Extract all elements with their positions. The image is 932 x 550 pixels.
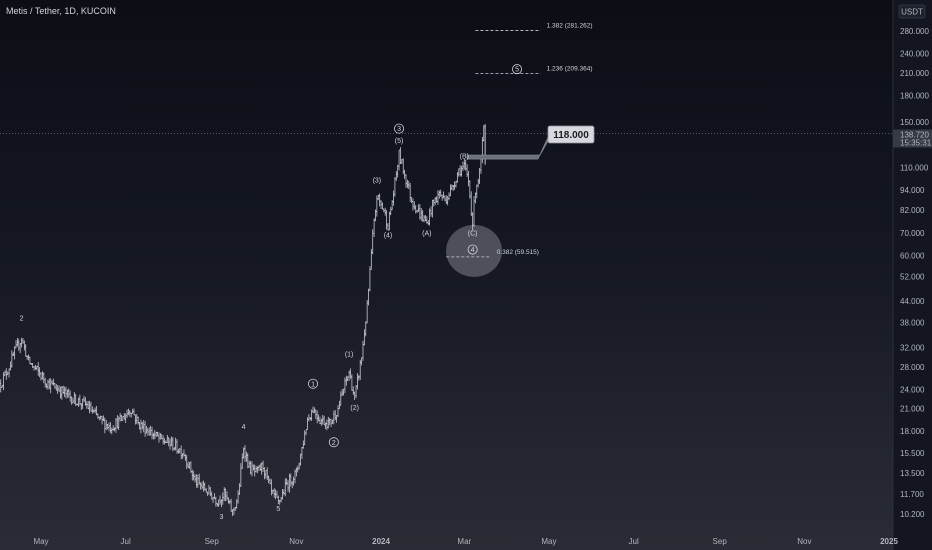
y-tick-label: 15.500: [900, 449, 925, 458]
target-zone-ellipse: [446, 224, 503, 277]
y-tick-label: 13.500: [900, 469, 925, 478]
y-tick-label: 280.000: [900, 27, 929, 36]
callout-box: [547, 125, 595, 144]
price-axis-panel: [893, 0, 932, 550]
x-tick-label: May: [541, 537, 556, 546]
wave-label-circle: [308, 378, 319, 389]
wave-label-circle: [394, 123, 405, 134]
y-tick-label: 52.000: [900, 273, 925, 282]
wave-label: (2): [350, 405, 359, 412]
wave-label: 4: [242, 424, 246, 431]
x-tick-label: Mar: [457, 537, 471, 546]
x-tick-label: Jul: [629, 537, 639, 546]
y-tick-label: 180.000: [900, 92, 929, 101]
y-tick-label: 70.000: [900, 229, 925, 238]
y-tick-label: 24.000: [900, 385, 925, 394]
wave-label: 1: [311, 381, 315, 388]
wave-label: (A): [422, 230, 431, 237]
x-tick-label: 2024: [372, 537, 390, 546]
y-tick-label: 240.000: [900, 50, 929, 59]
wave-label: 3: [397, 126, 401, 133]
x-tick-label: May: [33, 537, 48, 546]
fib-level-label: 0.382 (59.515): [497, 249, 539, 256]
current-price-box: [893, 129, 932, 148]
y-tick-label: 38.000: [900, 318, 925, 327]
wave-label: 5: [276, 506, 280, 513]
drawing-overlays: 1.382 (281.262) 1.236 (209.364) 0.382 (59.…: [0, 22, 893, 277]
callout-label: 118.000: [553, 130, 589, 141]
wave-label-circle: [512, 64, 523, 75]
y-tick-label: 82.000: [900, 206, 925, 215]
y-tick-label: 94.000: [900, 186, 925, 195]
x-tick-label: 2025: [880, 537, 898, 546]
y-tick-label: 60.000: [900, 252, 925, 261]
x-tick-label: Nov: [289, 537, 303, 546]
y-tick-label: 44.000: [900, 297, 925, 306]
wave-label: 4: [471, 247, 475, 254]
price-axis[interactable]: USDT 280.000 240.000 210.000 180.000 150.000 1…: [892, 0, 932, 550]
currency-label: USDT: [901, 8, 923, 17]
y-tick-label: 210.000: [900, 69, 929, 78]
x-tick-label: Jul: [121, 537, 131, 546]
wave-label: (B): [460, 153, 469, 160]
wave-label-circle: [467, 244, 478, 255]
countdown-timer: 15:35:31: [900, 139, 932, 148]
wave-label: 5: [515, 67, 519, 74]
y-tick-label: 150.000: [900, 118, 929, 127]
wave-label: 3: [219, 514, 223, 521]
callout-pointer: [466, 136, 549, 160]
candles-layer: [0, 124, 486, 517]
wave-label-circle: [328, 437, 339, 448]
fib-level-label: 1.382 (281.262): [547, 22, 593, 29]
wave-label: (C): [468, 230, 478, 237]
y-tick-label: 110.000: [900, 163, 929, 172]
wave-label: (4): [384, 232, 393, 239]
currency-badge: [898, 4, 926, 19]
fib-level-label: 1.236 (209.364): [547, 65, 593, 72]
wave-label: 2: [332, 440, 336, 447]
wave-label: (5): [395, 138, 404, 145]
y-tick-label: 28.000: [900, 363, 925, 372]
wave-label: (1): [345, 352, 354, 359]
current-price-value: 138.720: [900, 131, 929, 140]
y-tick-label: 11.700: [900, 490, 924, 499]
wave-labels: 2 3 4 5 1 2 (1) (2) (3) (4) 3 (5) (A) (B) (C) 4 5: [20, 64, 523, 521]
time-axis[interactable]: May Jul Sep Nov 2024 Mar May Jul Sep Nov 2025: [0, 532, 898, 546]
wave-label: (3): [373, 178, 382, 185]
y-tick-label: 10.200: [900, 510, 925, 519]
x-tick-label: Nov: [797, 537, 811, 546]
y-tick-label: 18.000: [900, 427, 925, 436]
y-tick-label: 32.000: [900, 343, 925, 352]
wave-label: 2: [20, 315, 24, 322]
symbol-title: Metis / Tether, 1D, KUCOIN: [6, 6, 116, 16]
x-tick-label: Sep: [713, 537, 728, 546]
x-tick-label: Sep: [205, 537, 220, 546]
y-tick-label: 21.000: [900, 405, 925, 414]
